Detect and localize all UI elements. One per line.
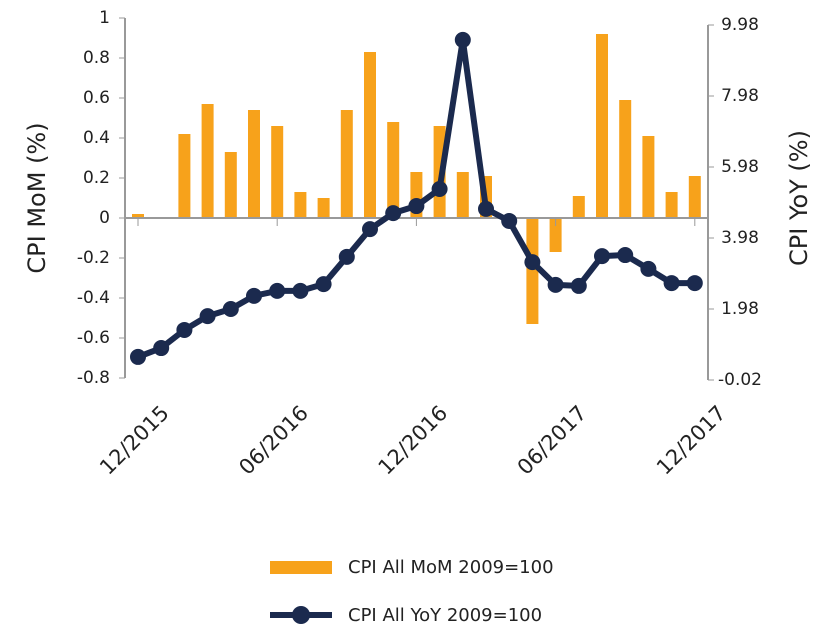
y2-tick-label: 1.98 <box>721 299 759 319</box>
y2-tick-label: 5.98 <box>721 157 759 177</box>
marker <box>222 301 239 317</box>
bar <box>248 110 260 218</box>
y-tick-label: 0.6 <box>83 88 110 108</box>
x-tick-label: 06/2017 <box>513 401 592 480</box>
y2-tick-label: 9.98 <box>721 15 759 35</box>
y2-axis-title: CPI YoY (%) <box>785 130 813 266</box>
bar <box>688 176 701 218</box>
marker <box>385 205 402 222</box>
legend-swatch <box>292 606 310 624</box>
bar <box>596 34 608 218</box>
legend-swatch <box>270 561 332 574</box>
y-axis-title: CPI MoM (%) <box>23 122 51 273</box>
y-tick-label: 0 <box>99 208 110 228</box>
marker <box>408 198 425 215</box>
x-tick-label: 12/2015 <box>95 401 174 480</box>
marker <box>547 276 564 293</box>
marker <box>199 308 216 325</box>
bar <box>456 172 469 218</box>
x-tick-label: 12/2016 <box>374 401 453 480</box>
marker <box>176 321 193 338</box>
marker <box>269 282 286 299</box>
marker <box>686 275 703 292</box>
marker <box>478 200 494 217</box>
bar <box>665 192 678 218</box>
bar <box>340 110 353 218</box>
marker <box>431 181 448 198</box>
y2-tick-label: 7.98 <box>721 86 759 106</box>
bar <box>549 218 562 252</box>
bar <box>642 136 655 218</box>
bar <box>364 52 376 218</box>
y-tick-label: 0.4 <box>83 128 110 148</box>
marker <box>153 340 170 357</box>
marker <box>570 277 587 294</box>
bar <box>387 122 400 218</box>
marker <box>501 212 518 229</box>
x-tick-label: 06/2016 <box>234 401 313 480</box>
bar <box>132 214 144 218</box>
bar <box>201 104 214 218</box>
bar <box>178 134 191 218</box>
bar <box>317 198 330 218</box>
y-tick-label: 0.8 <box>83 48 110 68</box>
bar <box>294 192 307 218</box>
marker <box>617 247 634 264</box>
marker <box>524 254 541 271</box>
y2-tick-label: -0.02 <box>718 370 762 390</box>
bar <box>271 126 284 218</box>
x-tick-label: 12/2017 <box>652 401 731 480</box>
marker <box>338 248 355 265</box>
marker <box>454 31 471 48</box>
legend-label: CPI All MoM 2009=100 <box>348 557 554 578</box>
marker <box>315 276 332 293</box>
bar <box>619 100 632 218</box>
bar <box>572 196 585 218</box>
legend-label: CPI All YoY 2009=100 <box>348 605 542 626</box>
y-tick-label: -0.8 <box>77 368 110 388</box>
marker <box>130 348 146 365</box>
marker <box>640 260 657 277</box>
marker <box>663 275 680 292</box>
y-tick-label: 0.2 <box>83 168 110 188</box>
marker <box>362 221 378 238</box>
bar <box>526 218 539 324</box>
marker <box>246 287 262 304</box>
marker <box>594 248 610 265</box>
y2-tick-label: 3.98 <box>721 228 759 248</box>
y-tick-label: -0.4 <box>77 288 110 308</box>
y-tick-label: -0.2 <box>77 248 110 268</box>
marker <box>292 282 309 299</box>
y-tick-label: 1 <box>99 8 110 28</box>
y-tick-label: -0.6 <box>77 328 110 348</box>
bar <box>224 152 237 218</box>
